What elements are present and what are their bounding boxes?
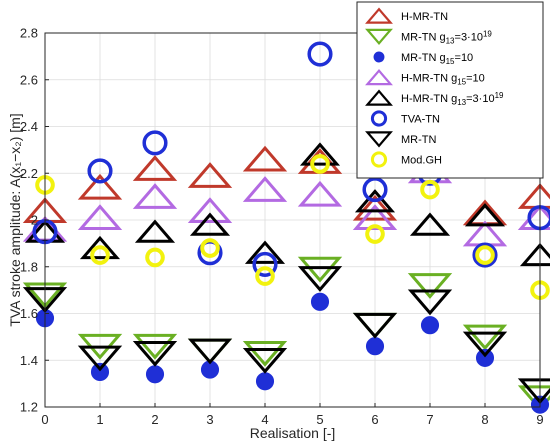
- data-point: [299, 142, 341, 166]
- legend-entry-label: H-MR-TN: [401, 11, 448, 23]
- data-point: [242, 340, 288, 367]
- x-tick-label: 8: [481, 412, 488, 427]
- x-axis-label: Realisation [-]: [250, 425, 336, 441]
- data-point: [242, 347, 288, 374]
- legend-marker: [373, 51, 385, 63]
- data-point: [187, 197, 233, 223]
- legend-entry-label: TVA-TN: [401, 114, 440, 126]
- legend-entry-label: H-MR-TN g13=3·1019: [401, 91, 504, 107]
- x-tick-label: 0: [41, 412, 48, 427]
- data-point: [420, 179, 440, 200]
- y-tick-label: 1.2: [20, 400, 38, 415]
- legend-entry-label: MR-TN: [401, 134, 436, 146]
- data-point: [132, 340, 178, 367]
- data-point: [352, 312, 398, 339]
- legend-box: [356, 1, 544, 179]
- data-point: [132, 183, 178, 209]
- data-point: [79, 235, 121, 260]
- legend-marker: [365, 131, 393, 148]
- data-point: [352, 194, 398, 221]
- data-point: [77, 173, 123, 200]
- data-point: [77, 345, 123, 372]
- data-point: [407, 273, 453, 299]
- y-tick-label: 2.4: [20, 119, 38, 134]
- legend-marker: [365, 89, 393, 106]
- legend-marker: [370, 110, 388, 127]
- data-point: [475, 245, 495, 265]
- data-point: [252, 251, 278, 277]
- data-point: [244, 240, 286, 264]
- legend-entry-label: H-MR-TN g15=10: [401, 73, 485, 87]
- data-point: [354, 189, 396, 213]
- data-point: [142, 130, 168, 156]
- y-tick-label: 1.4: [20, 353, 38, 368]
- data-point: [409, 212, 451, 236]
- y-tick-label: 2.6: [20, 72, 38, 87]
- x-tick-label: 2: [151, 412, 158, 427]
- data-point: [145, 365, 165, 384]
- data-point: [187, 338, 233, 365]
- legend: H-MR-TN MR-TN g13=3·1019 MR-TN g15=10 H-MR-…: [356, 1, 544, 179]
- data-point: [200, 238, 220, 258]
- data-point: [420, 316, 440, 335]
- data-point: [297, 180, 343, 207]
- data-point: [87, 158, 113, 184]
- legend-entry-label: MR-TN g13=3·1019: [401, 30, 492, 46]
- data-point: [242, 176, 288, 202]
- x-tick-label: 4: [261, 412, 268, 427]
- data-point: [187, 162, 233, 188]
- markers: [22, 41, 550, 414]
- data-point: [307, 41, 333, 67]
- data-point: [464, 203, 506, 227]
- legend-marker: [370, 151, 388, 168]
- data-point: [407, 289, 453, 316]
- data-point: [90, 362, 110, 381]
- legend-entry-label: Mod.GH: [401, 155, 442, 167]
- data-point: [362, 177, 388, 203]
- ticks: 0 1 2 3 4 5 6 7 8 9 1.2 1.4 1.6 1.8 2 2.2 2.4 2.6 2.8: [20, 26, 544, 428]
- y-tick-label: 1.6: [20, 306, 38, 321]
- data-point: [145, 247, 165, 268]
- data-point: [462, 331, 508, 358]
- x-tick-label: 1: [96, 412, 103, 427]
- data-point: [134, 219, 176, 243]
- y-tick-label: 2.2: [20, 166, 38, 181]
- data-point: [297, 266, 343, 292]
- data-point: [189, 212, 231, 236]
- x-tick-label: 3: [206, 412, 213, 427]
- x-tick-label: 7: [426, 412, 433, 427]
- data-point: [475, 348, 495, 367]
- data-point: [365, 224, 385, 244]
- x-tick-label: 5: [316, 412, 323, 427]
- series-4: [24, 142, 550, 267]
- data-point: [310, 154, 330, 174]
- x-tick-label: 9: [536, 412, 543, 427]
- data-point: [297, 256, 343, 283]
- legend-marker: [365, 7, 393, 24]
- data-point: [90, 245, 110, 265]
- data-point: [132, 333, 178, 360]
- y-axis-label: TVA stroke amplitude: A(x₁−x₂) [m]: [7, 113, 23, 326]
- data-point: [132, 155, 178, 181]
- y-tick-label: 2: [31, 213, 38, 228]
- data-point: [472, 242, 498, 268]
- data-point: [310, 292, 330, 311]
- data-point: [242, 145, 288, 172]
- data-point: [255, 266, 275, 286]
- data-point: [352, 204, 398, 230]
- data-point: [255, 372, 275, 391]
- y-tick-label: 1.8: [20, 259, 38, 274]
- legend-marker: [365, 68, 393, 86]
- y-tick-label: 2.8: [20, 26, 38, 41]
- legend-marker: [365, 28, 393, 46]
- data-point: [462, 324, 508, 351]
- data-point: [77, 204, 123, 230]
- data-point: [365, 337, 385, 356]
- legend-entry-label: MR-TN g15=10: [401, 52, 473, 66]
- series-6: [22, 266, 550, 405]
- x-tick-label: 6: [371, 412, 378, 427]
